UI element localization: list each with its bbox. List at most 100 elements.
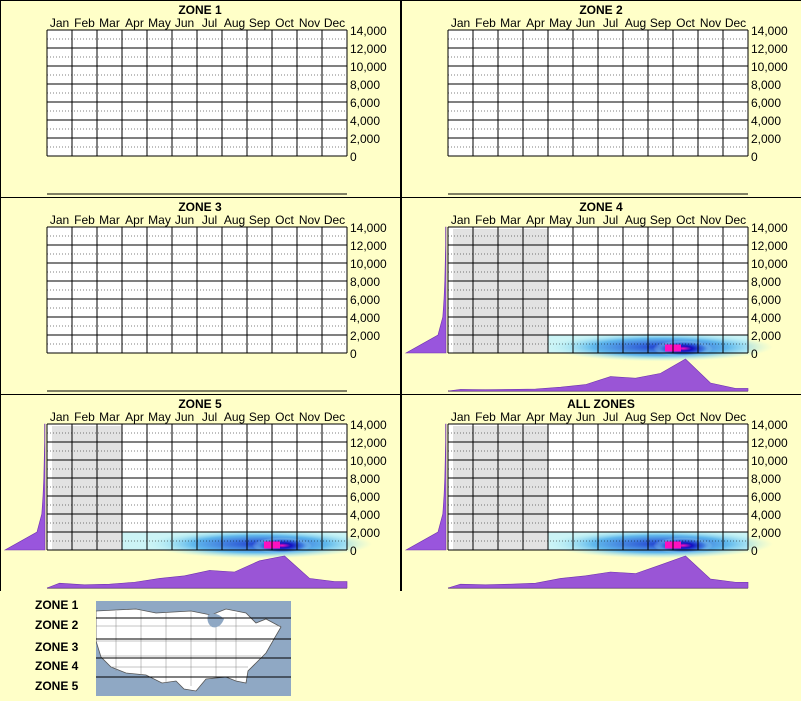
season-shade [453, 426, 548, 550]
month-label-jun: Jun [576, 213, 595, 227]
month-label-jan: Jan [50, 16, 69, 30]
legend-zone-3: ZONE 3 [35, 640, 79, 654]
month-label-apr: Apr [125, 410, 144, 424]
month-label-jul: Jul [603, 213, 618, 227]
monthly-profile [447, 358, 749, 392]
month-label-aug: Aug [625, 410, 646, 424]
y-tick-label: 10,000 [751, 257, 788, 271]
month-label-jan: Jan [451, 410, 470, 424]
y-tick-label: 2,000 [751, 132, 781, 146]
month-label-sep: Sep [249, 410, 271, 424]
y-tick-label: 2,000 [751, 526, 781, 540]
chart-title: ZONE 1 [178, 3, 222, 17]
month-label-jul: Jul [603, 16, 618, 30]
month-label-jan: Jan [50, 410, 69, 424]
month-label-sep: Sep [249, 213, 271, 227]
month-label-feb: Feb [475, 410, 496, 424]
month-label-mar: Mar [99, 410, 120, 424]
month-label-jul: Jul [202, 16, 217, 30]
y-tick-label: 4,000 [751, 311, 781, 325]
y-tick-label: 0 [751, 544, 758, 558]
y-tick-label: 8,000 [350, 472, 380, 486]
y-tick-label: 10,000 [350, 454, 387, 468]
month-label-dec: Dec [324, 213, 345, 227]
month-label-feb: Feb [475, 213, 496, 227]
y-tick-label: 0 [350, 347, 357, 361]
elevation-profile [404, 226, 447, 354]
legend-zone-4: ZONE 4 [35, 659, 79, 673]
y-tick-label: 6,000 [350, 490, 380, 504]
y-tick-label: 8,000 [751, 275, 781, 289]
month-label-mar: Mar [500, 213, 521, 227]
month-label-oct: Oct [275, 410, 294, 424]
chart-title: ZONE 3 [178, 200, 222, 214]
month-label-apr: Apr [526, 213, 545, 227]
y-tick-label: 14,000 [751, 221, 788, 235]
month-label-may: May [148, 213, 171, 227]
y-tick-label: 4,000 [751, 114, 781, 128]
month-label-mar: Mar [99, 16, 120, 30]
y-tick-label: 4,000 [751, 508, 781, 522]
y-tick-label: 6,000 [350, 96, 380, 110]
month-label-may: May [549, 16, 572, 30]
y-tick-label: 10,000 [350, 60, 387, 74]
month-label-jan: Jan [451, 213, 470, 227]
season-shade [453, 229, 548, 353]
month-label-jan: Jan [451, 16, 470, 30]
month-label-may: May [549, 410, 572, 424]
monthly-profile [447, 555, 749, 589]
chart-title: ZONE 5 [178, 397, 222, 411]
y-tick-label: 10,000 [751, 454, 788, 468]
y-tick-label: 4,000 [350, 508, 380, 522]
month-label-mar: Mar [500, 410, 521, 424]
month-label-jan: Jan [50, 213, 69, 227]
month-label-nov: Nov [299, 213, 320, 227]
y-tick-label: 8,000 [751, 78, 781, 92]
y-tick-label: 14,000 [350, 418, 387, 432]
y-tick-label: 6,000 [751, 96, 781, 110]
y-tick-label: 14,000 [751, 418, 788, 432]
y-tick-label: 0 [751, 150, 758, 164]
month-label-oct: Oct [676, 410, 695, 424]
month-label-oct: Oct [275, 213, 294, 227]
y-tick-label: 4,000 [350, 311, 380, 325]
month-label-apr: Apr [526, 16, 545, 30]
y-tick-label: 12,000 [350, 239, 387, 253]
month-label-dec: Dec [324, 410, 345, 424]
heat-peak [653, 340, 713, 357]
month-label-jul: Jul [202, 213, 217, 227]
month-label-jun: Jun [576, 410, 595, 424]
heat-peak [653, 537, 713, 554]
legend-zone-5: ZONE 5 [35, 679, 79, 693]
month-label-jun: Jun [576, 16, 595, 30]
y-tick-label: 2,000 [350, 526, 380, 540]
chart-panel-5: ZONE 5 Jan Feb Mar Apr May Jun Jul Aug Sep Oct Nov D… [0, 394, 401, 591]
month-label-nov: Nov [700, 410, 721, 424]
month-label-jun: Jun [175, 16, 194, 30]
y-tick-label: 0 [751, 347, 758, 361]
month-label-apr: Apr [125, 213, 144, 227]
month-label-aug: Aug [224, 213, 245, 227]
month-label-sep: Sep [650, 16, 672, 30]
y-tick-label: 14,000 [350, 24, 387, 38]
month-label-feb: Feb [475, 16, 496, 30]
y-tick-label: 6,000 [751, 293, 781, 307]
month-label-aug: Aug [625, 213, 646, 227]
chart-title: ALL ZONES [567, 397, 635, 411]
month-label-aug: Aug [625, 16, 646, 30]
month-label-may: May [148, 410, 171, 424]
chart-panel-1: ZONE 1 Jan Feb Mar Apr May Jun Jul Aug Sep Oct Nov D… [0, 0, 401, 198]
month-label-may: May [148, 16, 171, 30]
month-label-dec: Dec [725, 213, 746, 227]
month-label-jul: Jul [202, 410, 217, 424]
month-label-nov: Nov [700, 16, 721, 30]
chart-title: ZONE 2 [579, 3, 623, 17]
month-label-jun: Jun [175, 410, 194, 424]
y-tick-label: 10,000 [350, 257, 387, 271]
y-tick-label: 8,000 [350, 78, 380, 92]
month-label-mar: Mar [500, 16, 521, 30]
y-tick-label: 12,000 [350, 436, 387, 450]
y-tick-label: 6,000 [751, 490, 781, 504]
month-label-nov: Nov [700, 213, 721, 227]
